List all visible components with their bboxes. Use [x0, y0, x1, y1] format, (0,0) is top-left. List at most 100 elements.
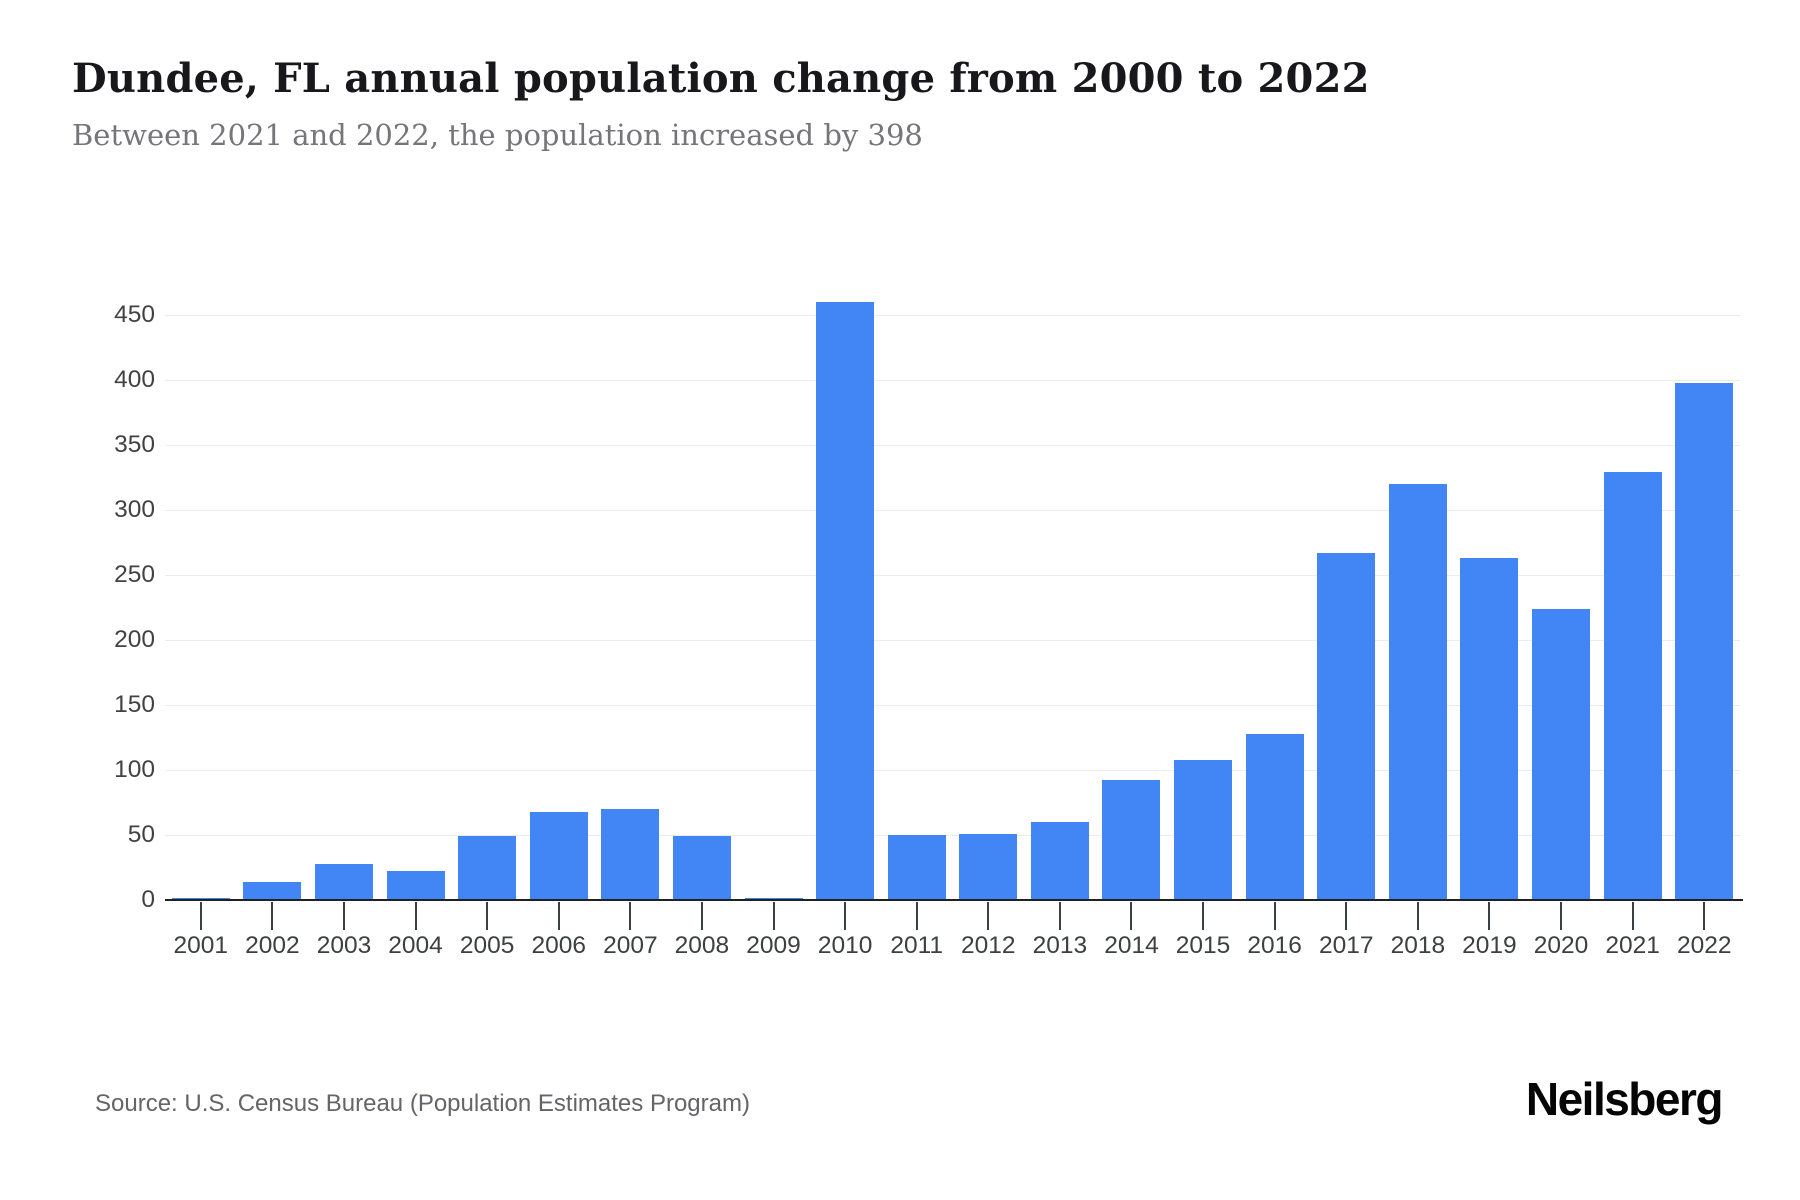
x-tick-2011 — [915, 902, 918, 930]
chart-title: Dundee, FL annual population change from… — [72, 55, 1370, 102]
bar-2016[interactable] — [1245, 734, 1304, 900]
plot-area — [165, 250, 1740, 900]
bar-2002[interactable] — [243, 882, 302, 900]
x-axis-label-2022: 2022 — [1676, 932, 1732, 959]
y-axis-label-350: 350 — [114, 431, 155, 458]
gridline-450 — [165, 314, 1740, 316]
bar-2018[interactable] — [1388, 484, 1447, 900]
bar-slot-2011 — [881, 250, 953, 900]
bar-2022[interactable] — [1675, 383, 1734, 900]
bar-slot-2017 — [1310, 250, 1382, 900]
x-tick-2007 — [629, 902, 632, 930]
x-axis-label-2018: 2018 — [1390, 932, 1446, 959]
gridline-350 — [165, 444, 1740, 446]
y-axis-label-200: 200 — [114, 626, 155, 653]
bar-2004[interactable] — [386, 871, 445, 900]
source-note: Source: U.S. Census Bureau (Population E… — [95, 1090, 750, 1117]
bar-2012[interactable] — [959, 834, 1018, 900]
bar-slot-2006 — [523, 250, 595, 900]
x-tick-2001 — [199, 902, 202, 930]
bar-2010[interactable] — [816, 302, 875, 900]
x-tick-2013 — [1058, 902, 1061, 930]
x-axis-label-2001: 2001 — [173, 932, 229, 959]
bar-2003[interactable] — [314, 864, 373, 900]
y-axis-label-0: 0 — [141, 886, 155, 913]
bar-slot-2020 — [1525, 250, 1597, 900]
y-axis-label-300: 300 — [114, 496, 155, 523]
x-tick-2017 — [1345, 902, 1348, 930]
x-axis-label-2016: 2016 — [1247, 932, 1302, 959]
x-axis-label-2007: 2007 — [603, 932, 658, 959]
gridline-200 — [165, 639, 1740, 641]
bar-slot-2018 — [1382, 250, 1454, 900]
x-tick-2004 — [414, 902, 417, 930]
neilsberg-logo: Neilsberg — [1525, 1073, 1724, 1125]
y-axis-label-100: 100 — [114, 756, 155, 783]
x-tick-2012 — [987, 902, 990, 930]
x-axis-label-2006: 2006 — [531, 932, 586, 959]
y-axis-label-450: 450 — [114, 301, 155, 328]
x-axis-label-2017: 2017 — [1318, 932, 1374, 959]
gridline-400 — [165, 379, 1740, 381]
bar-2015[interactable] — [1174, 760, 1233, 900]
x-axis-label-2004: 2004 — [388, 932, 443, 959]
gridline-300 — [165, 509, 1740, 511]
bar-slot-2016 — [1239, 250, 1311, 900]
bar-slot-2004 — [380, 250, 452, 900]
bar-slot-2009 — [738, 250, 810, 900]
y-axis-label-50: 50 — [127, 821, 155, 848]
y-axis-label-250: 250 — [114, 561, 155, 588]
x-tick-2002 — [271, 902, 274, 930]
x-tick-2015 — [1202, 902, 1205, 930]
bar-slot-2015 — [1167, 250, 1239, 900]
bar-slot-2001 — [165, 250, 237, 900]
bar-slot-2008 — [666, 250, 738, 900]
x-axis-line — [165, 899, 1743, 901]
bar-slot-2014 — [1096, 250, 1168, 900]
gridline-50 — [165, 834, 1740, 836]
x-tick-2021 — [1631, 902, 1634, 930]
bar-2005[interactable] — [458, 836, 517, 900]
bar-2020[interactable] — [1532, 609, 1590, 900]
bar-2006[interactable] — [529, 812, 588, 900]
bar-slot-2007 — [595, 250, 667, 900]
x-axis-label-2009: 2009 — [746, 932, 801, 959]
gridline-250 — [165, 574, 1740, 576]
bar-slot-2019 — [1454, 250, 1526, 900]
y-axis-label-150: 150 — [114, 691, 155, 718]
bar-slot-2021 — [1597, 250, 1669, 900]
gridline-100 — [165, 769, 1740, 771]
y-axis-label-400: 400 — [114, 366, 155, 393]
x-axis-label-2008: 2008 — [674, 932, 730, 959]
x-axis-label-2015: 2015 — [1175, 932, 1231, 959]
bar-slot-2022 — [1668, 250, 1740, 900]
x-tick-2010 — [844, 902, 847, 930]
bar-slot-2005 — [451, 250, 523, 900]
x-axis-label-2003: 2003 — [316, 932, 372, 959]
bar-2017[interactable] — [1317, 553, 1376, 900]
x-axis-label-2012: 2012 — [961, 932, 1016, 959]
x-tick-2014 — [1130, 902, 1133, 930]
x-axis-label-2019: 2019 — [1462, 932, 1517, 959]
x-axis-label-2014: 2014 — [1104, 932, 1159, 959]
bar-2013[interactable] — [1030, 822, 1089, 900]
x-tick-2009 — [772, 902, 775, 930]
bar-2011[interactable] — [887, 835, 946, 900]
gridline-150 — [165, 704, 1740, 706]
x-tick-2019 — [1488, 902, 1491, 930]
x-tick-2020 — [1560, 902, 1563, 930]
x-axis-label-2002: 2002 — [245, 932, 300, 959]
x-tick-2005 — [486, 902, 489, 930]
bar-2014[interactable] — [1102, 780, 1161, 900]
x-tick-2006 — [557, 902, 560, 930]
bar-2019[interactable] — [1460, 558, 1519, 900]
x-axis-label-2020: 2020 — [1533, 932, 1589, 959]
bar-2021[interactable] — [1603, 472, 1662, 900]
x-tick-2003 — [342, 902, 345, 930]
x-axis-label-2011: 2011 — [890, 932, 944, 959]
bar-2007[interactable] — [601, 809, 660, 900]
bar-2008[interactable] — [672, 836, 731, 900]
x-axis-label-2013: 2013 — [1032, 932, 1088, 959]
x-tick-2016 — [1273, 902, 1276, 930]
